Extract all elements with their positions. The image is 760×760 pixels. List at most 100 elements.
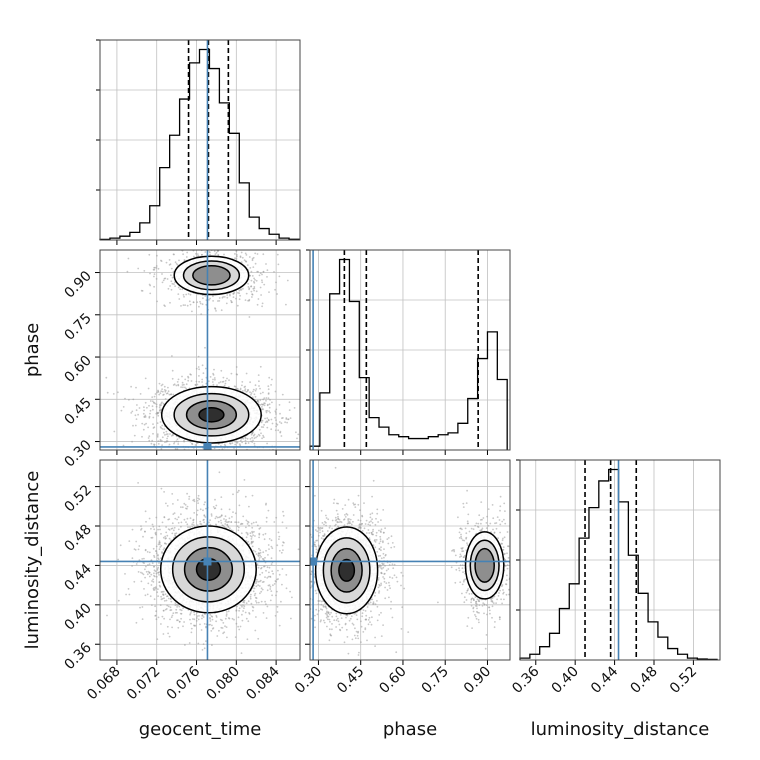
sample-point [175,384,178,387]
sample-point [169,609,172,612]
sample-point [256,253,259,255]
sample-point [181,375,183,378]
sample-point [148,404,150,407]
sample-point [187,293,190,295]
sample-point [223,296,226,298]
sample-point [174,532,177,535]
sample-point [176,604,179,606]
sample-point [180,506,182,508]
sample-point [213,447,216,450]
sample-point [271,378,273,381]
sample-point [166,604,169,607]
sample-point [266,269,269,272]
sample-point [251,436,254,439]
sample-point [178,455,180,457]
density-content [310,460,510,660]
sample-point [275,413,277,415]
sample-point [270,563,273,565]
sample-point [224,625,226,628]
sample-point [153,598,156,601]
sample-point [262,398,265,401]
sample-point [229,294,231,297]
sample-point [282,541,284,543]
sample-point [231,301,233,303]
sample-point [211,644,213,646]
sample-point [228,617,231,620]
sample-point [207,380,210,383]
sample-point [287,418,290,421]
sample-point [204,346,206,349]
sample-point [176,264,179,266]
sample-point [274,614,277,617]
sample-point [210,630,213,632]
sample-point [126,270,129,273]
sample-point [153,273,156,275]
sample-point [167,605,170,608]
sample-point [237,529,240,532]
sample-point [262,580,265,583]
sample-point [247,246,249,248]
y-tick-label: 0.30 [61,437,94,470]
sample-point [229,443,232,445]
sample-point [151,405,154,408]
sample-point [164,305,166,307]
sample-point [140,571,142,574]
sample-point [254,252,257,255]
sample-point [230,521,233,523]
sample-point [178,259,180,262]
sample-point [257,584,259,587]
sample-point [267,584,270,587]
y-tick-label: 0.40 [61,600,94,633]
sample-point [255,290,258,293]
sample-point [238,609,241,612]
y-tick-label: 0.48 [61,522,94,555]
sample-point [205,464,207,466]
sample-point [166,595,168,598]
sample-point [201,364,204,367]
sample-point [239,256,242,259]
sample-point [172,612,175,615]
sample-point [184,378,187,381]
sample-point [267,385,270,388]
sample-point [153,569,156,572]
sample-point [204,501,206,504]
sample-point [185,521,187,523]
sample-point [184,304,187,306]
sample-point [272,454,274,456]
sample-point [168,259,171,261]
sample-point [277,263,280,266]
sample-point [253,594,256,597]
sample-point [258,557,261,559]
sample-point [144,576,147,579]
y-tick-label: 0.60 [61,353,94,386]
sample-point [270,590,273,592]
sample-point [188,300,191,303]
sample-point [247,442,250,444]
sample-point [151,523,154,526]
sample-point [278,624,281,627]
sample-point [187,461,189,463]
sample-point [190,610,193,613]
sample-point [178,298,181,300]
sample-point [244,611,247,614]
sample-point [157,528,160,531]
sample-point [199,300,201,303]
sample-point [176,606,179,608]
sample-point [257,601,260,604]
sample-point [158,548,161,550]
sample-point [202,452,204,454]
sample-point [273,271,275,273]
sample-point [190,380,193,382]
sample-point [203,647,206,650]
sample-point [242,515,245,518]
sample-point [148,435,151,438]
sample-point [212,300,215,302]
sample-point [139,393,142,395]
sample-point [250,285,252,288]
sample-point [234,253,236,255]
sample-point [117,558,120,561]
sample-point [250,392,253,394]
sample-point [170,600,173,603]
sample-point [199,623,201,626]
sample-point [192,453,194,455]
